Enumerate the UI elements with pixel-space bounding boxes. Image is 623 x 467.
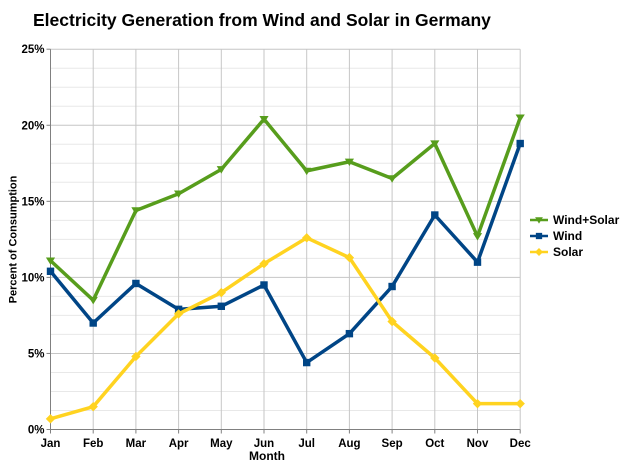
marker-wind-solar-aug xyxy=(344,158,354,166)
marker-wind-solar-apr xyxy=(174,190,184,198)
marker-wind-jan xyxy=(46,267,55,275)
x-tick-label: Jul xyxy=(298,438,315,450)
x-tick-label: Oct xyxy=(425,438,444,450)
series-solar xyxy=(45,233,525,424)
marker-solar-aug xyxy=(344,252,355,263)
marker-solar-nov xyxy=(472,398,483,409)
x-tick-label: Dec xyxy=(510,438,532,450)
x-tick-label: Jun xyxy=(254,438,274,450)
marker-wind-solar-dec xyxy=(515,114,525,122)
series-wind-solar xyxy=(45,114,525,305)
x-axis-title: Month xyxy=(249,449,285,463)
legend: Wind+Solar Wind Solar xyxy=(530,212,619,260)
marker-solar-feb xyxy=(88,401,98,412)
legend-swatch-wind-solar xyxy=(530,217,548,224)
legend-marker-solar xyxy=(535,248,543,256)
marker-wind-solar-nov xyxy=(472,233,483,241)
series-line-wind-solar xyxy=(48,115,522,302)
marker-solar-dec xyxy=(515,398,525,409)
legend-item-solar: Solar xyxy=(530,244,619,260)
x-tick-label: Jan xyxy=(41,438,61,450)
x-tick-label: Feb xyxy=(83,438,103,450)
marker-wind-mar xyxy=(132,279,140,288)
marker-solar-jul xyxy=(302,233,312,243)
marker-wind-solar-oct xyxy=(430,140,440,148)
marker-wind-solar-may xyxy=(216,166,226,174)
y-tick-label: 15% xyxy=(21,196,44,208)
marker-wind-solar-jan xyxy=(45,257,56,265)
x-tick-label: Aug xyxy=(338,438,360,450)
marker-wind-feb xyxy=(89,319,97,327)
y-tick-label: 5% xyxy=(28,348,45,360)
chart-title: Electricity Generation from Wind and Sol… xyxy=(33,10,491,30)
marker-wind-jul xyxy=(303,358,311,367)
legend-label-wind-solar: Wind+Solar xyxy=(553,213,620,227)
marker-solar-jan xyxy=(45,414,56,424)
marker-solar-sep xyxy=(387,316,397,327)
marker-wind-solar-jul xyxy=(302,167,312,176)
x-tick-label: Nov xyxy=(467,438,489,450)
x-tick-label: May xyxy=(210,438,233,450)
marker-solar-may xyxy=(216,287,226,298)
series-line-wind xyxy=(48,141,522,365)
y-tick-label: 25% xyxy=(21,44,44,56)
legend-swatch-wind xyxy=(530,232,548,240)
marker-solar-oct xyxy=(430,353,440,363)
x-tick-label: Apr xyxy=(169,438,189,450)
marker-wind-dec xyxy=(516,139,524,148)
legend-label-wind: Wind xyxy=(553,229,583,243)
legend-marker-wind-solar xyxy=(535,217,543,224)
legend-item-wind: Wind xyxy=(530,228,619,244)
marker-wind-solar-mar xyxy=(131,207,141,215)
legend-marker-wind xyxy=(535,232,543,240)
series-line-solar xyxy=(48,236,522,421)
legend-label-solar: Solar xyxy=(553,245,584,259)
legend-item-wind-solar: Wind+Solar xyxy=(530,212,619,228)
y-tick-label: 10% xyxy=(21,272,44,284)
marker-wind-solar-feb xyxy=(88,296,98,305)
marker-solar-apr xyxy=(173,309,184,319)
marker-wind-jun xyxy=(260,281,268,289)
legend-swatch-solar xyxy=(530,248,548,256)
marker-solar-jun xyxy=(259,258,269,269)
series-wind xyxy=(46,139,524,367)
marker-wind-solar-jun xyxy=(259,115,269,124)
x-tick-label: Mar xyxy=(126,438,147,450)
y-tick-label: 0% xyxy=(28,425,45,437)
marker-wind-oct xyxy=(431,211,439,219)
marker-wind-aug xyxy=(345,329,354,338)
marker-wind-solar-sep xyxy=(387,175,397,183)
x-tick-label: Sep xyxy=(382,438,403,450)
marker-wind-nov xyxy=(473,258,482,266)
y-tick-label: 20% xyxy=(21,120,44,132)
marker-wind-sep xyxy=(388,282,396,291)
marker-solar-mar xyxy=(131,351,141,362)
marker-wind-may xyxy=(217,302,225,310)
